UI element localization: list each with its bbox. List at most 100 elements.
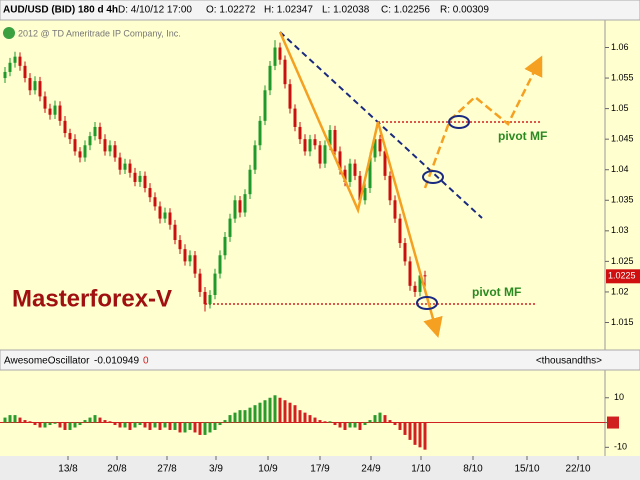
oscillator-bar xyxy=(133,422,137,428)
oscillator-bar xyxy=(368,420,372,423)
oscillator-bar xyxy=(128,422,132,430)
oscillator-bar xyxy=(43,422,47,428)
annotation: pivot MF xyxy=(472,285,521,299)
info-icon xyxy=(3,27,15,39)
forecast-line xyxy=(423,55,543,189)
oscillator-bar xyxy=(103,420,107,423)
x-tick-label: 8/10 xyxy=(463,464,483,475)
oscillator-bar xyxy=(378,412,382,423)
oscillator-bar xyxy=(63,422,67,430)
oscillator-bar xyxy=(168,422,172,430)
annotation: pivot MF xyxy=(498,129,547,143)
oscillator-bar xyxy=(18,417,22,423)
y-tick-label: 1.045 xyxy=(611,134,634,144)
candle-body xyxy=(273,47,277,66)
oscillator-bar xyxy=(243,410,247,423)
trend-line xyxy=(279,31,483,219)
candle-body xyxy=(363,188,367,201)
oscillator-bar xyxy=(338,422,342,428)
candle-body xyxy=(378,139,382,152)
y-tick-label: 1.02 xyxy=(611,286,629,296)
oscillator-bar xyxy=(153,422,157,428)
oscillator-bar xyxy=(73,422,77,428)
candle-body xyxy=(48,108,52,115)
oscillator-bar xyxy=(108,421,112,423)
oscillator-bar xyxy=(118,422,122,428)
oscillator-bar xyxy=(183,422,187,433)
candle-body xyxy=(223,236,227,256)
candle-body xyxy=(293,108,297,127)
oscillator-bar xyxy=(218,422,222,426)
oscillator-bar xyxy=(308,415,312,423)
oscillator-bar xyxy=(138,422,142,426)
candle-body xyxy=(18,56,22,66)
oscillator-bar xyxy=(178,422,182,433)
oscillator-bar xyxy=(408,422,412,440)
oscillator-bar xyxy=(3,417,7,423)
candle-body xyxy=(263,90,267,121)
candle-body xyxy=(373,139,377,158)
candle-body xyxy=(73,139,77,152)
oscillator-bar xyxy=(373,415,377,423)
candle-body xyxy=(388,175,392,201)
indicator-title: AwesomeOscillator xyxy=(4,356,90,367)
candle-body xyxy=(208,295,212,305)
candle-body xyxy=(13,56,17,63)
candle-body xyxy=(333,130,337,152)
copyright: 2012 @ TD Ameritrade IP Company, Inc. xyxy=(18,28,181,38)
unit-label: <thousandths> xyxy=(536,356,602,367)
y-tick-label: 1.025 xyxy=(611,256,634,266)
candle-body xyxy=(358,175,362,201)
oscillator-bar xyxy=(353,422,357,428)
oscillator-bar xyxy=(158,422,162,430)
price-tag-label: 1.0225 xyxy=(608,271,636,281)
candle-body xyxy=(123,163,127,170)
oscillator-bar xyxy=(143,422,147,428)
oscillator-bar xyxy=(208,422,212,433)
y-tick-label: 1.015 xyxy=(611,317,634,327)
oscillator-bar xyxy=(343,422,347,430)
y-tick-label: 1.03 xyxy=(611,225,629,235)
candle-body xyxy=(88,136,92,146)
y-tick-label: -10 xyxy=(614,442,627,452)
oscillator-panel xyxy=(0,370,640,456)
candle-body xyxy=(353,163,357,176)
oscillator-bar xyxy=(248,407,252,423)
candle-body xyxy=(393,200,397,219)
candle-body xyxy=(168,212,172,225)
candle-body xyxy=(418,275,422,292)
oscillator-bar xyxy=(173,422,177,430)
marker-ellipse xyxy=(448,115,470,129)
candle-body xyxy=(83,145,87,158)
oscillator-bar xyxy=(228,415,232,423)
candle-body xyxy=(203,291,207,305)
oscillator-bar xyxy=(393,422,397,426)
wave-line xyxy=(278,31,443,338)
candle-body xyxy=(248,169,252,195)
oscillator-bar xyxy=(293,405,297,423)
candle-body xyxy=(23,65,27,79)
candle-body xyxy=(413,285,417,292)
oscillator-bar xyxy=(88,417,92,423)
oscillator-bar xyxy=(383,415,387,423)
candle-body xyxy=(178,240,182,250)
candle-body xyxy=(243,194,247,213)
oscillator-bar xyxy=(363,422,367,426)
candle-body xyxy=(113,145,117,158)
oscillator-bar xyxy=(198,422,202,435)
oscillator-bar xyxy=(48,422,52,426)
oscillator-bar xyxy=(28,421,32,423)
candle-body xyxy=(283,59,287,85)
candle-body xyxy=(3,71,7,79)
candle-body xyxy=(368,157,372,189)
y-tick-label: 1.05 xyxy=(611,103,629,113)
oscillator-bar xyxy=(273,395,277,423)
candle-body xyxy=(308,139,312,152)
header-bar xyxy=(0,0,640,21)
oscillator-bar xyxy=(303,412,307,423)
oscillator-bar xyxy=(53,422,57,424)
oscillator-bar xyxy=(313,417,317,423)
candle-body xyxy=(193,255,197,274)
candle-body xyxy=(108,145,112,152)
